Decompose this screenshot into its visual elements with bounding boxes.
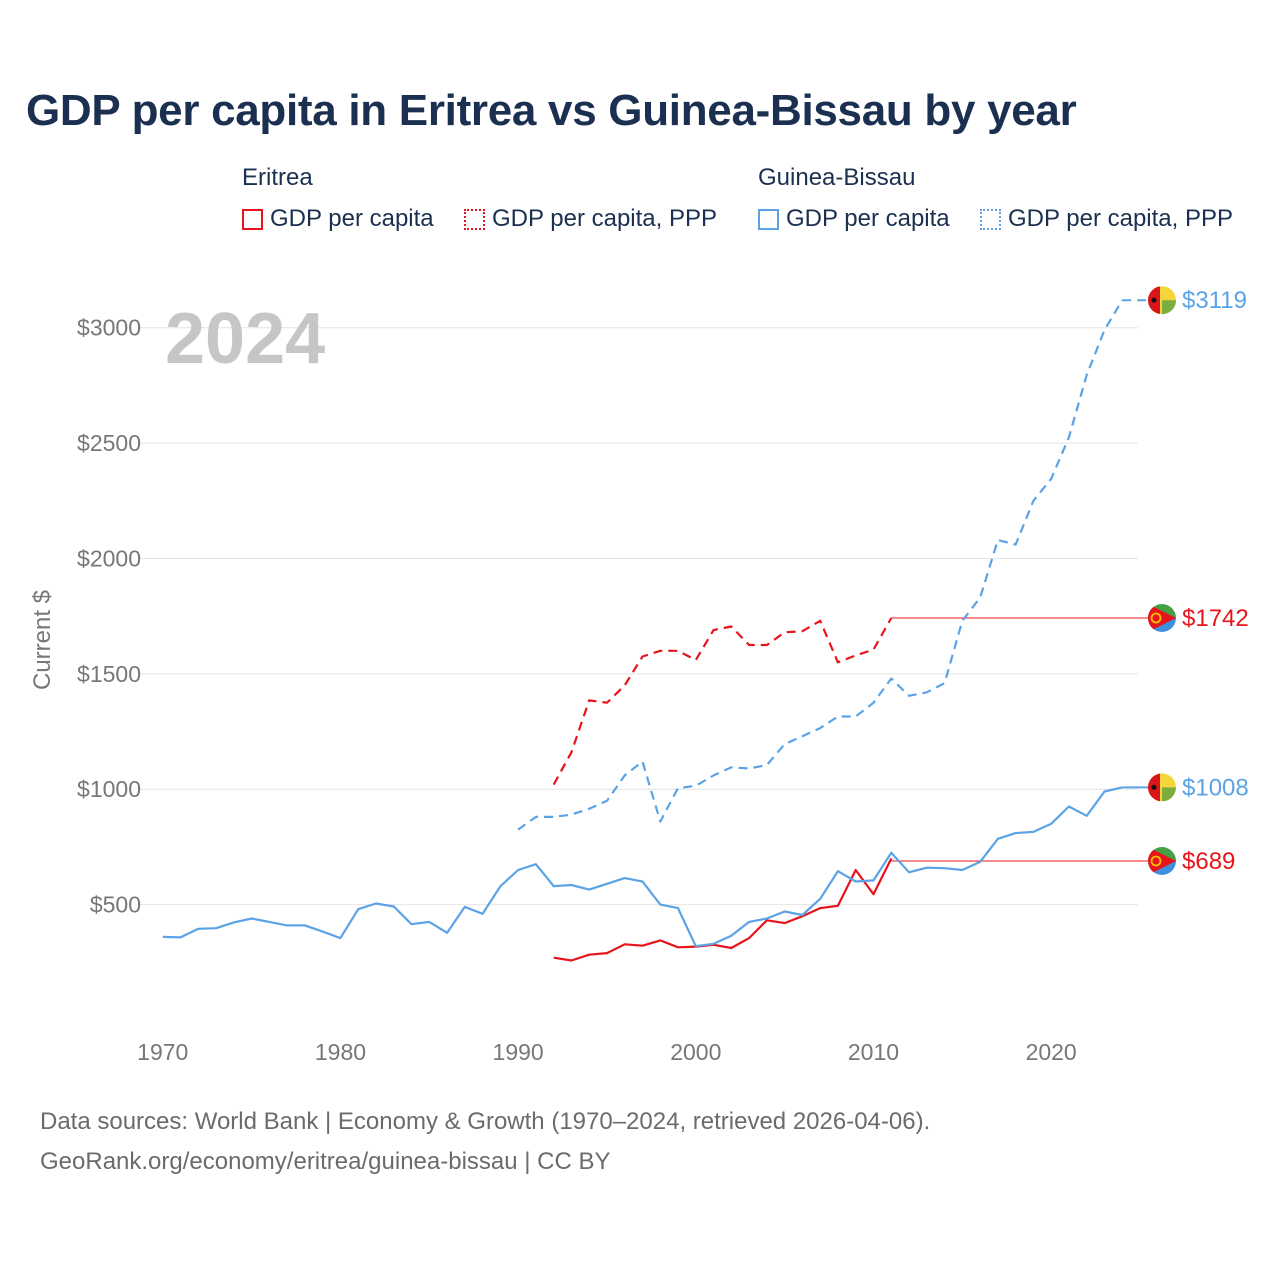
series-line <box>552 617 893 786</box>
legend-label: GDP per capita, PPP <box>1008 205 1233 232</box>
end-labels: $689 $1742 $1008 $3119 <box>1148 286 1249 875</box>
legend-group-guinea-bissau: Guinea-Bissau <box>758 164 916 191</box>
footer-sources: Data sources: World Bank | Economy & Gro… <box>40 1108 931 1135</box>
legend-swatch-dotted <box>464 208 485 230</box>
legend-swatch-solid <box>758 208 779 230</box>
y-tick-label: $2500 <box>77 430 141 456</box>
series-line <box>162 786 1123 948</box>
end-value-label: $3119 <box>1182 287 1247 314</box>
series-lines <box>162 299 1150 962</box>
y-tick-label: $2000 <box>77 545 141 571</box>
y-tick-label: $500 <box>90 892 141 918</box>
y-tick-label: $1500 <box>77 661 141 687</box>
legend-label: GDP per capita <box>270 205 434 232</box>
legend-swatch-solid <box>242 208 263 230</box>
legend-label: GDP per capita, PPP <box>492 205 717 232</box>
guinea-bissau-flag-icon <box>1148 286 1176 315</box>
end-value-label: $1008 <box>1182 774 1249 801</box>
legend-eritrea-gdp[interactable]: GDP per capita <box>242 205 434 233</box>
end-value-label: $1742 <box>1182 605 1249 632</box>
axes: $500 $1000 $1500 $2000 $2500 $3000 1970 1980 199… <box>77 315 1077 1065</box>
x-tick-label: 2010 <box>848 1039 899 1065</box>
gridlines <box>140 327 1138 906</box>
eritrea-flag-icon <box>1148 604 1176 632</box>
legend-eritrea-gdp-ppp[interactable]: GDP per capita, PPP <box>464 205 717 233</box>
y-axis-label: Current $ <box>29 590 56 690</box>
legend-label: GDP per capita <box>786 205 950 232</box>
x-tick-label: 2020 <box>1026 1039 1077 1065</box>
guinea-bissau-flag-icon <box>1148 773 1176 802</box>
series-line <box>517 299 1124 831</box>
x-tick-label: 1970 <box>137 1039 188 1065</box>
y-tick-label: $3000 <box>77 315 141 341</box>
legend-swatch-dotted <box>980 208 1001 230</box>
legend-group-eritrea: Eritrea <box>242 164 313 191</box>
series-line <box>553 858 893 962</box>
end-value-label: $689 <box>1182 848 1235 875</box>
x-tick-label: 2000 <box>670 1039 721 1065</box>
legend-guinea-bissau-gdp-ppp[interactable]: GDP per capita, PPP <box>980 205 1233 233</box>
eritrea-flag-icon <box>1148 847 1176 875</box>
footer-attribution[interactable]: GeoRank.org/economy/eritrea/guinea-bissa… <box>40 1148 611 1175</box>
y-tick-label: $1000 <box>77 776 141 802</box>
x-tick-label: 1980 <box>315 1039 366 1065</box>
year-watermark: 2024 <box>165 299 325 379</box>
x-tick-label: 1990 <box>493 1039 544 1065</box>
chart-title: GDP per capita in Eritrea vs Guinea-Biss… <box>26 86 1077 135</box>
legend-guinea-bissau-gdp[interactable]: GDP per capita <box>758 205 950 233</box>
